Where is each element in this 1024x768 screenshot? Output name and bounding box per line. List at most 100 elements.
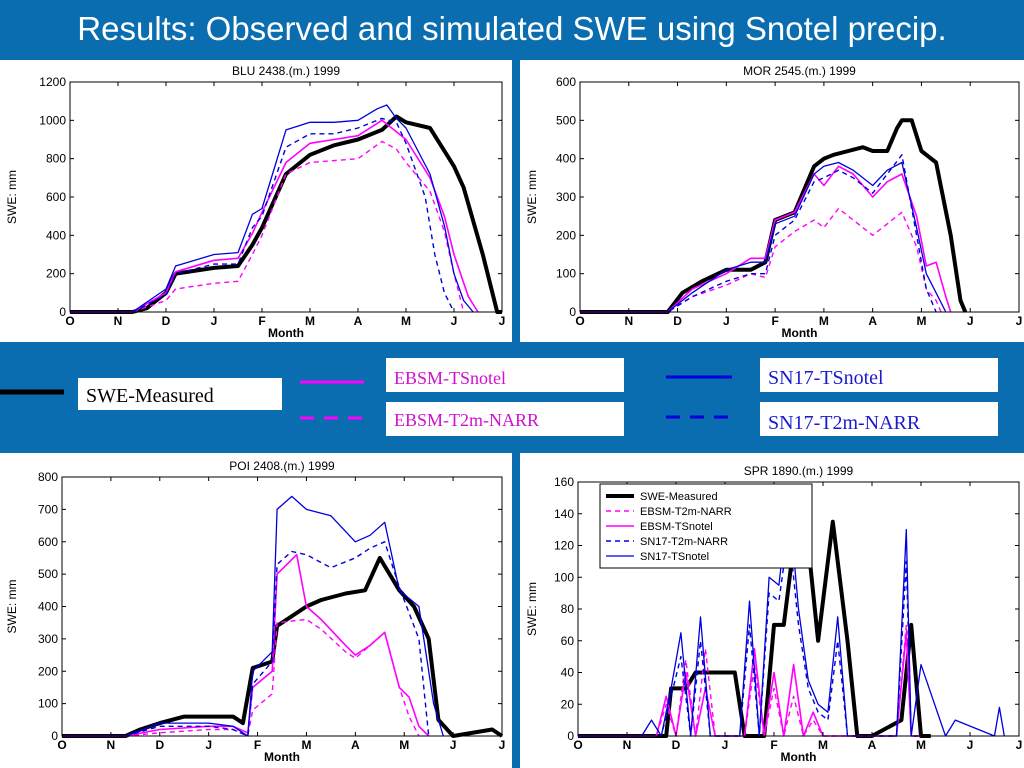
y-tick-label: 0 bbox=[59, 305, 66, 319]
x-tick-label: O bbox=[57, 738, 66, 752]
x-tick-label: M bbox=[305, 314, 315, 328]
series-ebsm_narr bbox=[70, 140, 465, 313]
chart-title: POI 2408.(m.) 1999 bbox=[229, 459, 335, 473]
series-sn17_narr bbox=[70, 117, 455, 313]
x-tick-label: M bbox=[916, 314, 926, 328]
x-tick-label: N bbox=[114, 314, 123, 328]
x-axis-label: Month bbox=[782, 326, 818, 340]
inplot-legend bbox=[599, 483, 813, 569]
x-tick-label: J bbox=[967, 738, 974, 752]
y-tick-label: 100 bbox=[38, 697, 58, 711]
x-tick-label: M bbox=[819, 314, 829, 328]
x-tick-label: J bbox=[450, 738, 457, 752]
x-axis-label: Month bbox=[781, 750, 817, 764]
y-tick-label: 700 bbox=[38, 502, 58, 516]
chart-poi: POI 2408.(m.) 1999 0 100 200 300 400 500 600 700… bbox=[0, 453, 512, 768]
chart-svg: BLU 2438.(m.) 1999 0 200 400 600 800 1000 1200 O… bbox=[5, 64, 505, 340]
x-tick-label: J bbox=[211, 314, 218, 328]
legend-ebsm-narr-line bbox=[300, 416, 364, 420]
x-tick-label: J bbox=[1016, 314, 1023, 328]
series-ebsm_ts bbox=[580, 165, 952, 313]
x-tick-label: M bbox=[916, 738, 926, 752]
x-tick-label: J bbox=[205, 738, 212, 752]
y-tick-label: 800 bbox=[38, 470, 58, 484]
x-tick-label: D bbox=[672, 738, 681, 752]
chart-title: BLU 2438.(m.) 1999 bbox=[232, 64, 340, 78]
x-tick-label: O bbox=[575, 314, 584, 328]
series-ebsm_narr bbox=[580, 207, 942, 313]
x-tick-label: M bbox=[301, 738, 311, 752]
x-tick-label: J bbox=[722, 738, 729, 752]
legend-ebsm-tsnotel-label: EBSM-TSnotel bbox=[386, 358, 624, 392]
x-tick-label: F bbox=[254, 738, 261, 752]
y-tick-label: 140 bbox=[554, 507, 574, 521]
series-sn17_narr bbox=[62, 541, 430, 737]
y-tick-label: 100 bbox=[556, 267, 576, 281]
x-tick-label: J bbox=[1016, 738, 1023, 752]
chart-blu: BLU 2438.(m.) 1999 0 200 400 600 800 1000 1200 O… bbox=[0, 60, 512, 342]
y-tick-label: 80 bbox=[561, 602, 575, 616]
series-swe bbox=[580, 118, 968, 314]
legend-swe-label: SWE-Measured bbox=[78, 378, 282, 410]
y-tick-label: 400 bbox=[38, 600, 58, 614]
y-tick-label: 100 bbox=[554, 570, 574, 584]
x-tick-label: A bbox=[868, 738, 877, 752]
legend-sn17-narr-label: SN17-T2m-NARR bbox=[760, 402, 998, 436]
y-tick-label: 500 bbox=[38, 567, 58, 581]
y-axis-label: SWE: mm bbox=[525, 582, 539, 636]
y-axis-label: SWE: mm bbox=[5, 580, 19, 634]
y-tick-label: 400 bbox=[46, 228, 66, 242]
y-tick-label: 20 bbox=[561, 697, 575, 711]
x-tick-label: J bbox=[451, 314, 458, 328]
series-sn17_ts bbox=[578, 497, 1005, 737]
y-tick-label: 40 bbox=[561, 666, 575, 680]
series-sn17_ts bbox=[70, 104, 474, 313]
legend-sn17-tsnotel-label: SN17-TSnotel bbox=[760, 358, 998, 392]
legend-sn17-narr-line bbox=[666, 415, 732, 419]
x-tick-label: F bbox=[770, 738, 777, 752]
x-tick-label: D bbox=[673, 314, 682, 328]
inplot-legend-label: EBSM-TSnotel bbox=[640, 521, 713, 533]
x-tick-label: F bbox=[771, 314, 778, 328]
series-ebsm_ts bbox=[578, 632, 921, 737]
x-tick-label: N bbox=[107, 738, 116, 752]
inplot-legend-label: EBSM-T2m-NARR bbox=[640, 506, 732, 518]
series-ebsm_narr bbox=[578, 624, 921, 737]
x-tick-label: N bbox=[623, 738, 632, 752]
y-tick-label: 500 bbox=[556, 113, 576, 127]
y-tick-label: 400 bbox=[556, 152, 576, 166]
legend-ebsm-tsnotel-line bbox=[300, 380, 364, 384]
series-sn17_narr bbox=[580, 154, 937, 313]
y-tick-label: 60 bbox=[561, 634, 575, 648]
chart-svg: SPR 1890.(m.) 1999 0 20 40 60 80 100 120 140 160 O… bbox=[525, 464, 1023, 764]
chart-svg: POI 2408.(m.) 1999 0 100 200 300 400 500 600 700… bbox=[5, 459, 506, 764]
slide-title: Results: Observed and simulated SWE usin… bbox=[77, 10, 947, 47]
chart-svg: MOR 2545.(m.) 1999 0 100 200 300 400 500 600 O N D… bbox=[525, 64, 1023, 340]
y-tick-label: 0 bbox=[569, 305, 576, 319]
y-axis-label: SWE: mm bbox=[525, 170, 539, 224]
series-ebsm_narr bbox=[62, 618, 420, 737]
y-tick-label: 0 bbox=[51, 729, 58, 743]
series-sn17_ts bbox=[62, 495, 444, 737]
y-tick-label: 160 bbox=[554, 475, 574, 489]
series-swe bbox=[62, 555, 504, 738]
y-tick-label: 1000 bbox=[39, 113, 66, 127]
y-tick-label: 1200 bbox=[39, 75, 66, 89]
x-axis-label: Month bbox=[268, 326, 304, 340]
x-tick-label: J bbox=[499, 738, 506, 752]
x-tick-label: D bbox=[162, 314, 171, 328]
x-tick-label: J bbox=[723, 314, 730, 328]
chart-title: SPR 1890.(m.) 1999 bbox=[744, 464, 854, 478]
series-sn17_ts bbox=[580, 161, 947, 313]
x-tick-label: D bbox=[155, 738, 164, 752]
x-axis-label: Month bbox=[264, 750, 300, 764]
x-tick-label: N bbox=[624, 314, 633, 328]
x-tick-label: O bbox=[65, 314, 74, 328]
chart-spr: SPR 1890.(m.) 1999 0 20 40 60 80 100 120 140 160 O… bbox=[520, 453, 1024, 768]
y-tick-label: 600 bbox=[556, 75, 576, 89]
y-tick-label: 200 bbox=[38, 664, 58, 678]
y-tick-label: 800 bbox=[46, 152, 66, 166]
y-tick-label: 600 bbox=[38, 535, 58, 549]
x-tick-label: O bbox=[573, 738, 582, 752]
legend-swe-line bbox=[0, 389, 64, 395]
